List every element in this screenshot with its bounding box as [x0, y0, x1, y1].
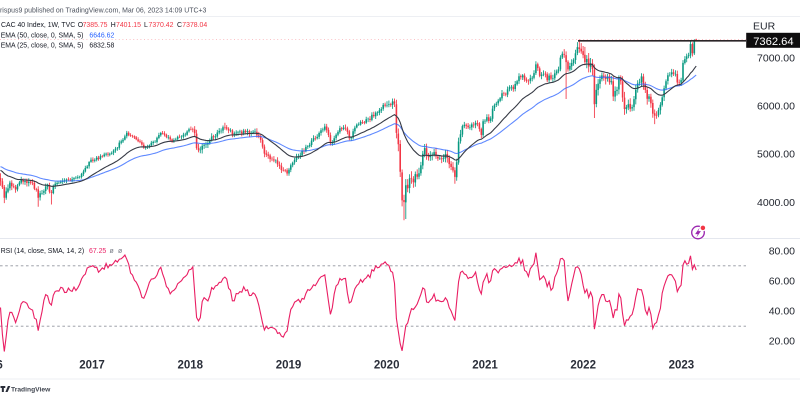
svg-text:4000.00: 4000.00	[757, 197, 795, 209]
svg-text:CAC 40 Index, 1W, TVC: CAC 40 Index, 1W, TVC	[1, 22, 75, 29]
svg-text:40.00: 40.00	[769, 306, 795, 318]
svg-text:ø: ø	[118, 248, 123, 255]
svg-text:H: H	[111, 22, 116, 29]
svg-text:6646.62: 6646.62	[89, 32, 114, 39]
svg-text:6000.00: 6000.00	[757, 101, 795, 113]
svg-text:EMA (50, close, 0, SMA, 5): EMA (50, close, 0, SMA, 5)	[1, 32, 84, 39]
svg-text:TradingView: TradingView	[11, 387, 51, 394]
svg-text:7378.04: 7378.04	[182, 22, 207, 29]
svg-text:rispus9 published on TradingVi: rispus9 published on TradingView.com, Ma…	[0, 7, 207, 14]
svg-text:20.00: 20.00	[769, 336, 795, 348]
svg-text:6832.58: 6832.58	[89, 43, 114, 50]
svg-text:67.25: 67.25	[89, 248, 106, 255]
svg-text:2022: 2022	[570, 359, 596, 371]
svg-text:7000.00: 7000.00	[757, 52, 795, 64]
svg-text:2021: 2021	[472, 359, 498, 371]
svg-text:RSI (14, close, SMA, 14, 2): RSI (14, close, SMA, 14, 2)	[1, 248, 85, 255]
svg-text:2023: 2023	[669, 359, 695, 371]
svg-text:C: C	[177, 22, 182, 29]
svg-text:ø: ø	[110, 248, 115, 255]
svg-text:5000.00: 5000.00	[757, 149, 795, 161]
svg-text:2017: 2017	[79, 359, 105, 371]
svg-text:2020: 2020	[374, 359, 400, 371]
svg-text:EUR: EUR	[753, 20, 776, 32]
svg-text:7401.15: 7401.15	[116, 22, 141, 29]
svg-text:O: O	[78, 22, 84, 29]
svg-text:2018: 2018	[178, 359, 204, 371]
svg-text:7362.64: 7362.64	[753, 36, 793, 48]
svg-text:EMA (25, close, 0, SMA, 5): EMA (25, close, 0, SMA, 5)	[1, 43, 84, 50]
svg-text:60.00: 60.00	[769, 276, 795, 288]
svg-text:7385.75: 7385.75	[83, 22, 108, 29]
svg-text:7370.42: 7370.42	[149, 22, 174, 29]
svg-text:80.00: 80.00	[769, 246, 795, 258]
svg-text:2016: 2016	[0, 359, 3, 371]
svg-text:2019: 2019	[276, 359, 302, 371]
svg-text:L: L	[144, 22, 148, 29]
